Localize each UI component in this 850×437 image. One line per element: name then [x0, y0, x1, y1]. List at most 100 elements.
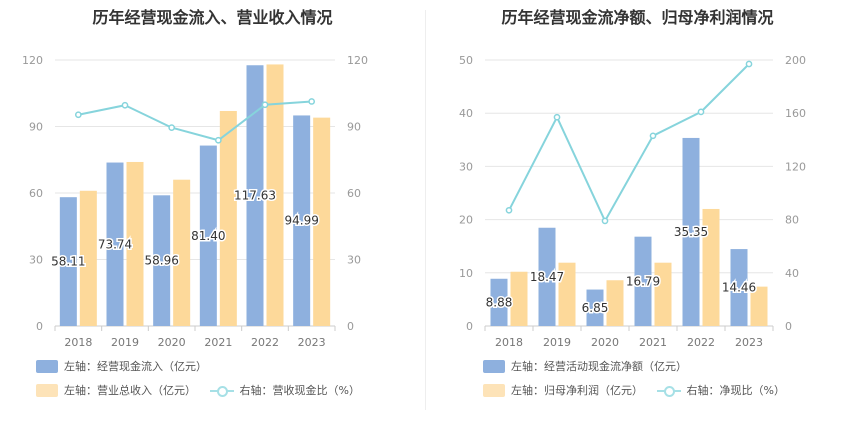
ratio-line-point — [601, 217, 609, 225]
ratio-line-point — [121, 101, 129, 109]
left-axis-tick-label: 40 — [459, 107, 473, 120]
ratio-line-point — [553, 113, 561, 121]
bar-secondary — [219, 110, 237, 326]
left-axis-tick-label: 10 — [459, 267, 473, 280]
left-axis-tick-label: 50 — [459, 54, 473, 67]
bar-primary — [59, 197, 77, 326]
left-legend-row-1: 左轴：经营现金流入（亿元） — [36, 358, 217, 376]
left-axis-tick-label: 0 — [466, 320, 473, 333]
right-chart-plot: 0 10 20 30 40 50 0 40 80 120 160 200 2018 2019 2020 202… — [459, 54, 806, 349]
ratio-line-point — [505, 206, 513, 214]
legend-label: 左轴：经营活动现金流净额（亿元） — [511, 360, 687, 373]
legend-item-cash-inflow[interactable]: 左轴：经营现金流入（亿元） — [36, 358, 207, 374]
left-axis-tick-label: 20 — [459, 214, 473, 227]
right-axis-tick-label: 60 — [347, 187, 361, 200]
ratio-line-point — [214, 136, 222, 144]
bar-data-label: 6.85 — [582, 301, 609, 315]
legend-item-net-cash-flow[interactable]: 左轴：经营活动现金流净额（亿元） — [483, 358, 687, 374]
x-axis-tick-label: 2020 — [591, 336, 619, 349]
bar-secondary — [79, 190, 97, 326]
ratio-line-point — [649, 132, 657, 140]
x-axis-tick-label: 2021 — [639, 336, 667, 349]
bar-data-label: 16.79 — [626, 274, 660, 288]
bar-primary — [730, 249, 748, 326]
legend-swatch-blue — [36, 359, 58, 373]
x-axis-tick-label: 2022 — [251, 336, 279, 349]
x-axis-tick-label: 2022 — [687, 336, 715, 349]
bar-secondary — [510, 271, 528, 326]
bar-data-label: 58.96 — [144, 254, 178, 268]
legend-item-cash-ratio[interactable]: 右轴：净现比（%） — [656, 382, 785, 398]
bar-data-label: 58.11 — [51, 255, 85, 269]
bar-primary — [538, 227, 556, 326]
legend-line-marker-icon — [209, 384, 234, 397]
bar-data-label: 35.35 — [674, 225, 708, 239]
x-axis-tick-label: 2023 — [298, 336, 326, 349]
legend-label: 右轴：营收现金比（%） — [239, 384, 360, 397]
bar-secondary — [654, 262, 672, 326]
right-axis-tick-label: 0 — [347, 320, 354, 333]
left-axis-tick-label: 0 — [36, 320, 43, 333]
bar-data-label: 18.47 — [530, 270, 564, 284]
legend-item-revenue[interactable]: 左轴：营业总收入（亿元） — [36, 382, 196, 398]
right-axis-tick-label: 30 — [347, 254, 361, 267]
bar-primary — [153, 195, 171, 326]
bar-data-label: 81.40 — [191, 229, 225, 243]
right-axis-tick-label: 80 — [785, 214, 799, 227]
legend-label: 左轴：经营现金流入（亿元） — [64, 360, 207, 373]
ratio-line-point — [74, 111, 82, 119]
ratio-line — [508, 63, 750, 224]
left-axis-tick-label: 30 — [29, 254, 43, 267]
left-axis-tick-label: 60 — [29, 187, 43, 200]
bar-primary — [682, 137, 700, 326]
ratio-line-point — [308, 98, 316, 105]
legend-swatch-blue — [483, 359, 505, 373]
left-chart-panel: 历年经营现金流入、营业收入情况 0 30 60 90 120 0 30 60 90 120 2018… — [22, 8, 370, 400]
right-axis-tick-label: 200 — [785, 54, 806, 67]
bar-secondary — [313, 117, 331, 326]
ratio-line — [78, 100, 312, 142]
left-legend-row-2: 左轴：营业总收入（亿元） 右轴：营收现金比（%） — [36, 382, 370, 400]
bar-data-label: 73.74 — [98, 237, 132, 251]
left-axis-tick-label: 120 — [22, 54, 43, 67]
bar-data-label: 117.63 — [234, 189, 276, 203]
legend-swatch-orange — [483, 383, 505, 397]
ratio-line-point — [168, 124, 176, 131]
bar-secondary — [558, 262, 576, 326]
bar-primary — [199, 145, 217, 326]
right-chart-panel: 历年经营现金流净额、归母净利润情况 0 10 20 30 40 50 0 40 80 120 160… — [425, 0, 850, 437]
ratio-line-point — [261, 101, 269, 109]
right-legend-row-1: 左轴：经营活动现金流净额（亿元） — [483, 358, 697, 376]
bar-primary — [106, 162, 124, 326]
legend-swatch-orange — [36, 383, 58, 397]
legend-label: 右轴：净现比（%） — [686, 384, 785, 397]
bar-data-label: 8.88 — [486, 295, 513, 309]
right-axis-tick-label: 40 — [785, 267, 799, 280]
ratio-line-point — [745, 60, 753, 68]
bar-primary — [293, 115, 311, 326]
bar-secondary — [606, 280, 624, 326]
left-axis-tick-label: 30 — [459, 160, 473, 173]
bar-data-label: 94.99 — [284, 214, 318, 228]
bar-secondary — [173, 179, 191, 326]
legend-label: 左轴：营业总收入（亿元） — [64, 384, 196, 397]
legend-item-net-profit[interactable]: 左轴：归母净利润（亿元） — [483, 382, 643, 398]
right-axis-tick-label: 120 — [785, 160, 806, 173]
right-legend-row-2: 左轴：归母净利润（亿元） 右轴：净现比（%） — [483, 382, 795, 400]
right-axis-tick-label: 160 — [785, 107, 806, 120]
legend-item-ratio[interactable]: 右轴：营收现金比（%） — [209, 382, 360, 398]
x-axis-tick-label: 2021 — [204, 336, 232, 349]
bar-data-label: 14.46 — [722, 281, 756, 295]
bar-secondary — [266, 64, 284, 326]
x-axis-tick-label: 2018 — [64, 336, 92, 349]
bar-primary — [586, 289, 604, 326]
right-chart-title: 历年经营现金流净额、归母净利润情况 — [501, 8, 774, 27]
x-axis-tick-label: 2018 — [495, 336, 523, 349]
legend-line-marker-icon — [656, 384, 681, 397]
legend-label: 左轴：归母净利润（亿元） — [511, 384, 643, 397]
left-axis-tick-label: 90 — [29, 121, 43, 134]
right-axis-tick-label: 90 — [347, 121, 361, 134]
bar-secondary — [702, 208, 720, 326]
bar-secondary — [750, 286, 768, 326]
x-axis-tick-label: 2023 — [735, 336, 763, 349]
